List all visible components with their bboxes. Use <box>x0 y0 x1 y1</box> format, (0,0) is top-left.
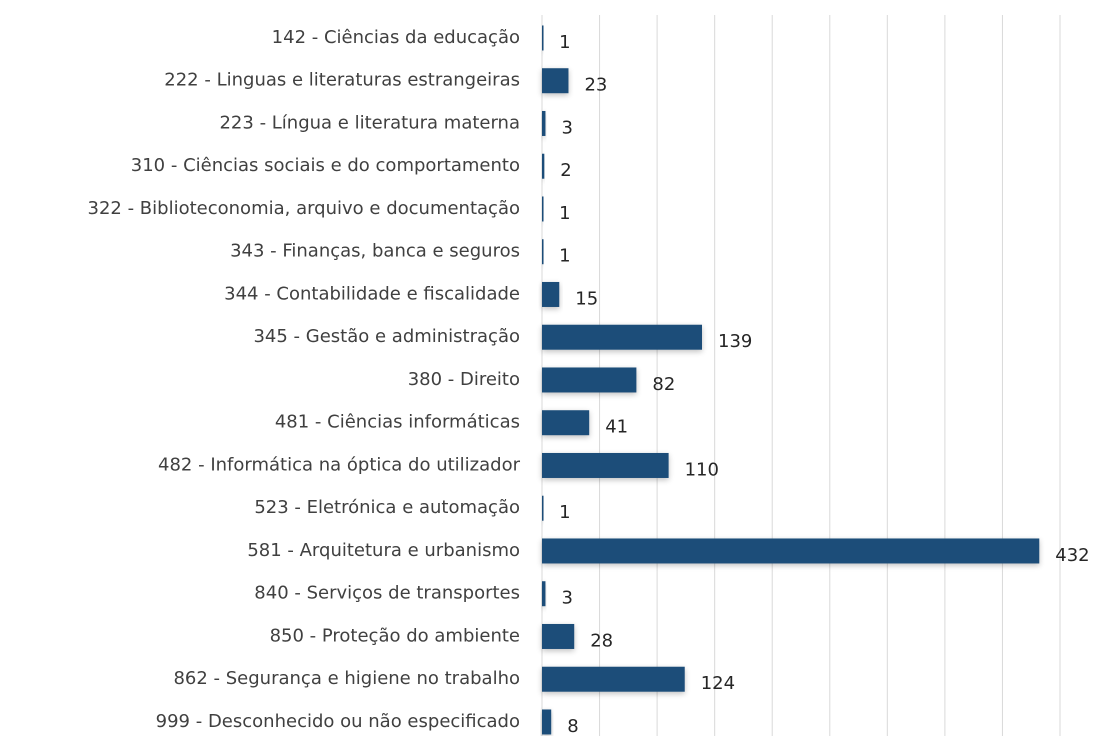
value-label: 124 <box>701 673 735 694</box>
bar <box>542 709 552 735</box>
bar <box>542 110 546 136</box>
bar <box>542 367 637 393</box>
bar <box>542 25 544 51</box>
category-label: 380 - Direito <box>408 369 520 390</box>
bar <box>542 452 669 478</box>
category-label: 481 - Ciências informáticas <box>275 412 520 433</box>
bar <box>542 281 560 307</box>
category-label: 345 - Gestão e administração <box>253 326 520 347</box>
value-label: 23 <box>584 75 607 96</box>
value-label: 110 <box>685 459 719 480</box>
category-label: 862 - Segurança e higiene no trabalho <box>173 668 520 689</box>
bar <box>542 68 569 94</box>
value-label: 432 <box>1055 545 1089 566</box>
bar <box>542 324 703 350</box>
value-label: 1 <box>559 246 570 267</box>
value-label: 2 <box>560 160 571 181</box>
category-label: 482 - Informática na óptica do utilizado… <box>158 454 521 475</box>
value-label: 28 <box>590 630 613 651</box>
category-label: 310 - Ciências sociais e do comportament… <box>131 155 520 176</box>
value-label: 139 <box>718 331 752 352</box>
bar <box>542 666 685 692</box>
value-label: 1 <box>559 32 570 53</box>
value-label: 15 <box>575 288 598 309</box>
category-label: 344 - Contabilidade e fiscalidade <box>224 283 520 304</box>
value-label: 1 <box>559 502 570 523</box>
category-label: 581 - Arquitetura e urbanismo <box>247 540 520 561</box>
bar <box>542 495 544 521</box>
value-label: 3 <box>561 117 572 138</box>
bar <box>542 196 544 222</box>
category-label: 850 - Proteção do ambiente <box>270 625 520 646</box>
bar <box>542 410 590 436</box>
category-label: 999 - Desconhecido ou não especificado <box>156 711 520 732</box>
category-label: 223 - Língua e literatura materna <box>219 112 520 133</box>
value-label: 82 <box>652 374 675 395</box>
bar <box>542 239 544 265</box>
bar <box>542 538 1040 564</box>
value-label: 3 <box>561 588 572 609</box>
value-label: 8 <box>567 716 578 736</box>
category-label: 322 - Biblioteconomia, arquivo e documen… <box>88 198 520 219</box>
bar <box>542 581 546 607</box>
category-label: 142 - Ciências da educação <box>272 27 520 48</box>
bar <box>542 623 575 649</box>
bar <box>542 153 545 179</box>
category-label: 222 - Linguas e literaturas estrangeiras <box>164 70 520 91</box>
category-label: 840 - Serviços de transportes <box>254 583 520 604</box>
category-label: 523 - Eletrónica e automação <box>254 497 520 518</box>
value-label: 41 <box>605 417 628 438</box>
value-label: 1 <box>559 203 570 224</box>
category-label: 343 - Finanças, banca e seguros <box>230 241 520 262</box>
